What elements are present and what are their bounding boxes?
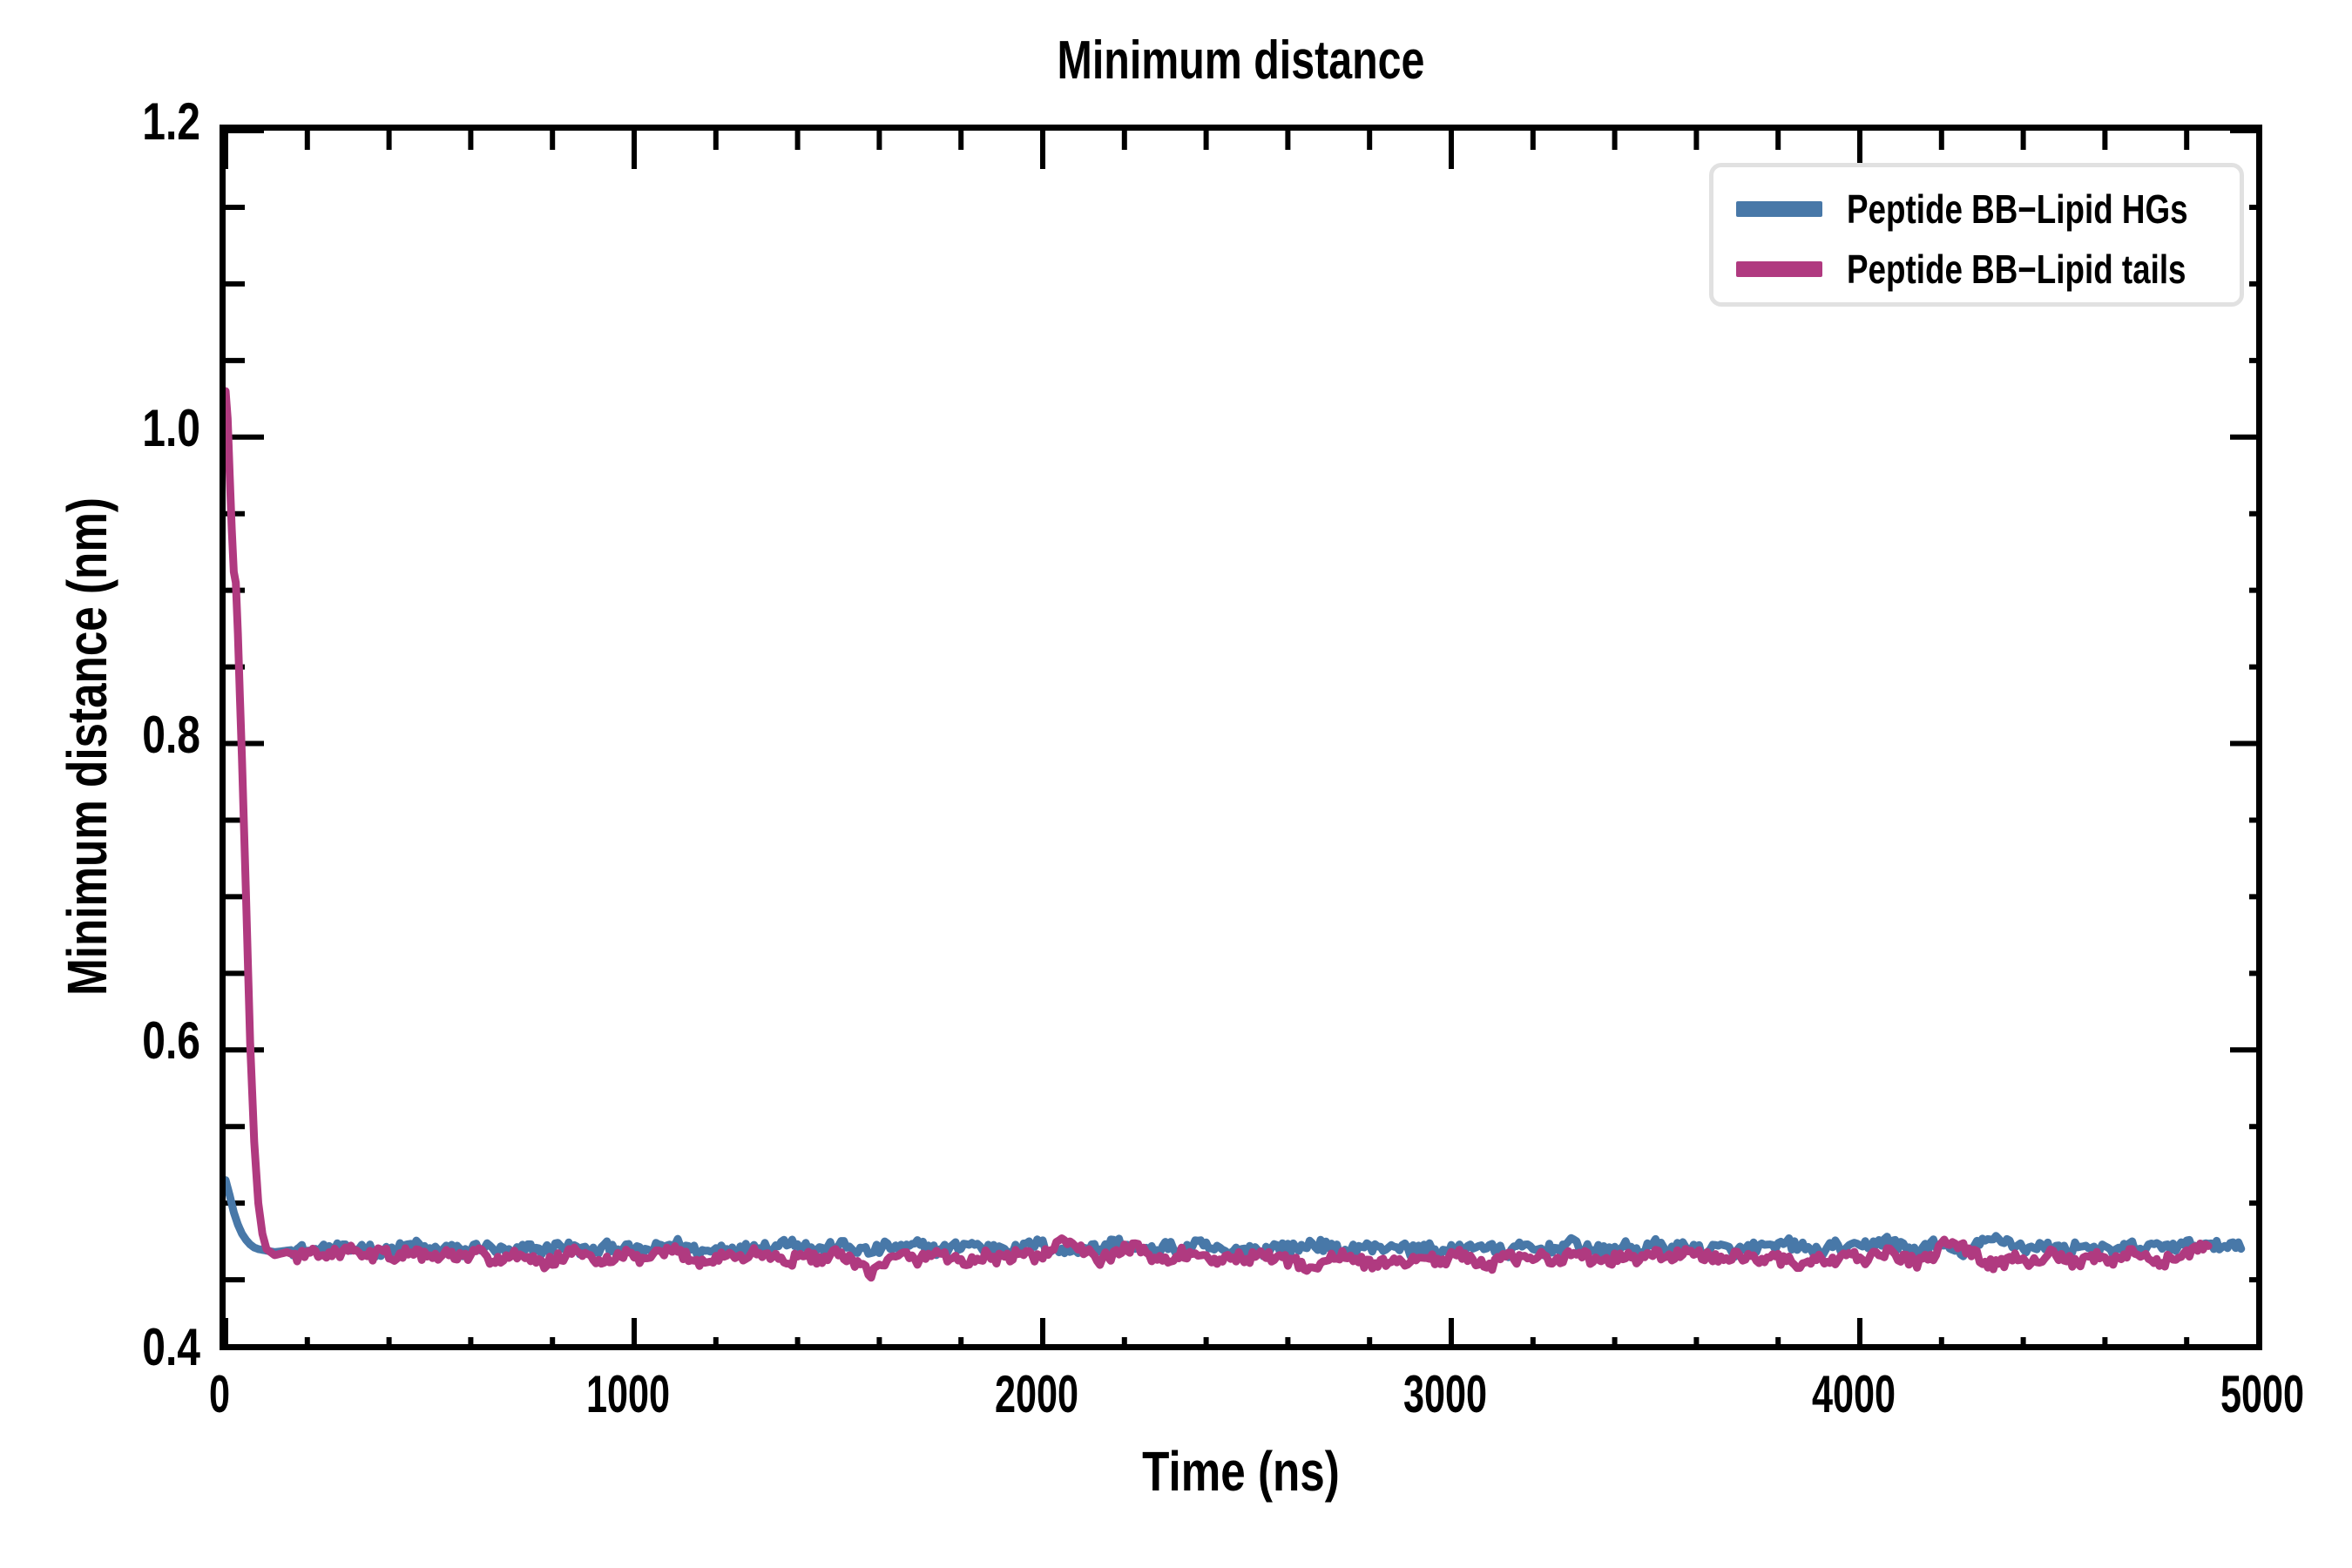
major-tick-marks [226,131,2256,1344]
legend-label-0: Peptide BB−Lipid HGs [1847,186,2188,232]
series-line-1 [226,387,2213,1282]
y-tick-label-0: 0.4 [142,1318,200,1376]
x-tick-label-2: 2000 [994,1365,1079,1423]
x-axis-label: Time (ns) [1142,1440,1340,1503]
data-series-layer [226,387,2246,1282]
legend-label-1: Peptide BB−Lipid tails [1847,247,2186,292]
y-tick-label-3: 1.0 [142,398,200,457]
minor-tick-marks [226,131,2256,1344]
legend-entry-0[interactable]: Peptide BB−Lipid HGs [1736,186,2273,232]
legend-swatch-pink [1736,261,1822,277]
legend: Peptide BB−Lipid HGs Peptide BB−Lipid ta… [1709,163,2244,307]
y-tick-label-4: 1.2 [142,92,200,151]
plot-canvas [226,131,2256,1344]
x-tick-label-1: 1000 [585,1365,671,1423]
x-tick-label-0: 0 [208,1365,231,1423]
legend-swatch-blue [1736,201,1822,217]
y-axis-label: Minimum distance (nm) [56,497,118,996]
y-tick-label-2: 0.8 [142,705,200,764]
series-line-0 [226,1176,2246,1261]
plot-area [220,125,2262,1350]
page-title: Minimum distance [1057,30,1425,91]
x-tick-label-5: 5000 [2220,1365,2305,1423]
x-tick-label-4: 4000 [1811,1365,1896,1423]
y-tick-label-1: 0.6 [142,1011,200,1071]
legend-entry-1[interactable]: Peptide BB−Lipid tails [1736,247,2271,292]
x-tick-label-3: 3000 [1402,1365,1488,1423]
